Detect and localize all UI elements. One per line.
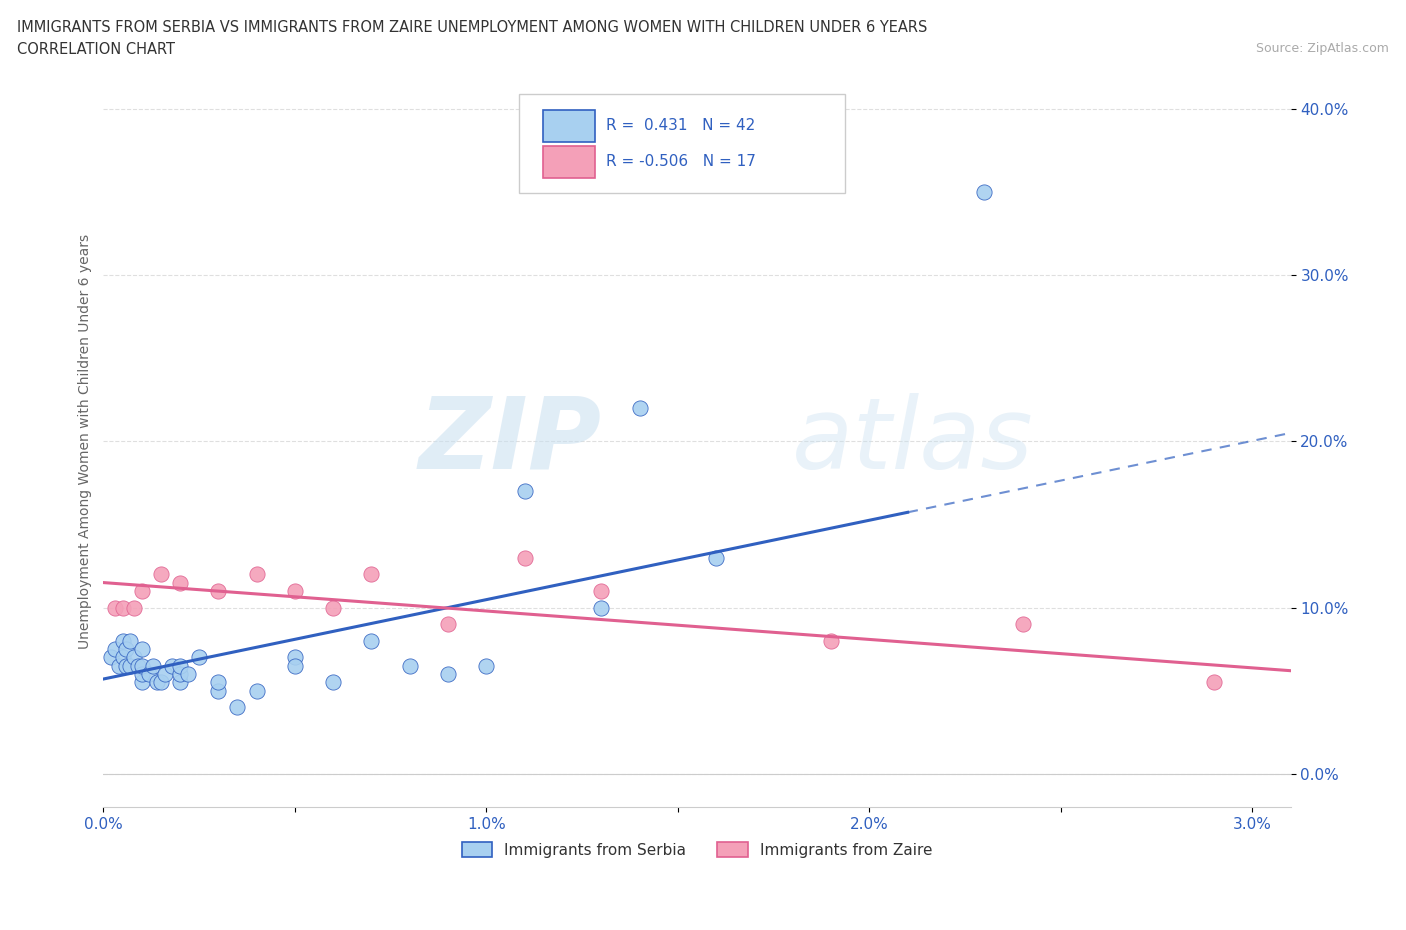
Point — [284, 658, 307, 673]
Text: Source: ZipAtlas.com: Source: ZipAtlas.com — [1256, 42, 1389, 55]
Point — [115, 658, 138, 673]
Point — [153, 667, 176, 682]
Point — [104, 600, 127, 615]
Text: IMMIGRANTS FROM SERBIA VS IMMIGRANTS FROM ZAIRE UNEMPLOYMENT AMONG WOMEN WITH CH: IMMIGRANTS FROM SERBIA VS IMMIGRANTS FRO… — [17, 20, 927, 35]
Point — [437, 617, 460, 631]
Point — [1011, 617, 1033, 631]
Point — [176, 667, 198, 682]
Point — [360, 633, 382, 648]
Point — [111, 650, 134, 665]
Point — [973, 184, 995, 199]
Point — [142, 658, 165, 673]
Point — [591, 583, 613, 598]
Point — [284, 650, 307, 665]
Point — [131, 642, 153, 657]
Text: ZIP: ZIP — [419, 392, 602, 490]
Text: CORRELATION CHART: CORRELATION CHART — [17, 42, 174, 57]
Point — [1202, 675, 1225, 690]
Point — [115, 642, 138, 657]
Point — [398, 658, 420, 673]
Point — [127, 658, 149, 673]
Point — [122, 600, 145, 615]
Point — [104, 642, 127, 657]
Point — [245, 566, 267, 581]
Point — [820, 633, 842, 648]
Point — [226, 700, 249, 715]
Point — [146, 675, 169, 690]
Point — [100, 650, 122, 665]
Point — [131, 675, 153, 690]
FancyBboxPatch shape — [519, 94, 845, 193]
Point — [360, 566, 382, 581]
Point — [131, 658, 153, 673]
Point — [513, 484, 536, 498]
Point — [122, 650, 145, 665]
Point — [628, 401, 651, 416]
Point — [207, 684, 229, 698]
Point — [169, 675, 191, 690]
Point — [245, 684, 267, 698]
Point — [169, 667, 191, 682]
FancyBboxPatch shape — [543, 110, 595, 142]
Text: atlas: atlas — [792, 392, 1033, 490]
Point — [131, 583, 153, 598]
Point — [120, 658, 142, 673]
Point — [207, 583, 229, 598]
Point — [188, 650, 211, 665]
Point — [169, 658, 191, 673]
Point — [111, 600, 134, 615]
Point — [475, 658, 498, 673]
Point — [120, 633, 142, 648]
Point — [149, 675, 172, 690]
Point — [162, 658, 184, 673]
Point — [437, 667, 460, 682]
Point — [169, 575, 191, 590]
Point — [284, 583, 307, 598]
Point — [111, 633, 134, 648]
Point — [322, 600, 344, 615]
FancyBboxPatch shape — [543, 146, 595, 178]
Point — [513, 551, 536, 565]
Point — [322, 675, 344, 690]
Text: R = -0.506   N = 17: R = -0.506 N = 17 — [606, 154, 755, 169]
Y-axis label: Unemployment Among Women with Children Under 6 years: Unemployment Among Women with Children U… — [79, 233, 93, 649]
Point — [149, 566, 172, 581]
Point — [131, 667, 153, 682]
Point — [591, 600, 613, 615]
Point — [107, 658, 129, 673]
Point — [704, 551, 727, 565]
Legend: Immigrants from Serbia, Immigrants from Zaire: Immigrants from Serbia, Immigrants from … — [454, 834, 941, 865]
Text: R =  0.431   N = 42: R = 0.431 N = 42 — [606, 118, 755, 133]
Point — [207, 675, 229, 690]
Point — [138, 667, 160, 682]
